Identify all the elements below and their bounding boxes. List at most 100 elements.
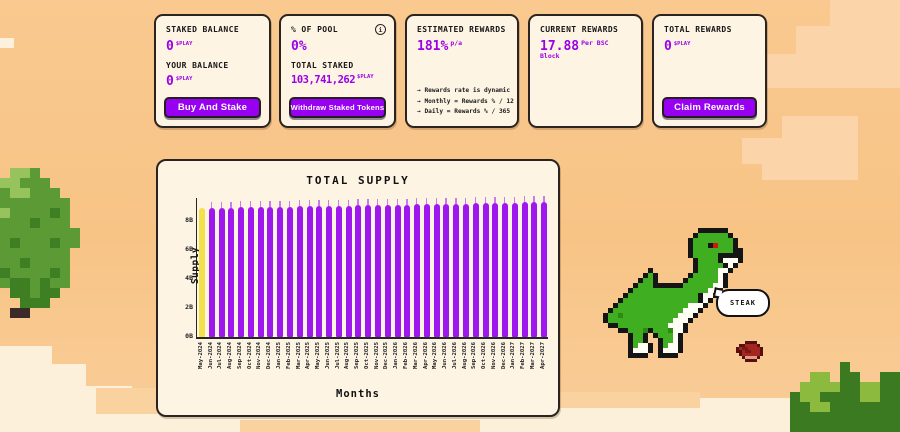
x-axis-tick: Aug-2026 <box>461 342 468 369</box>
supply-bar <box>472 197 479 337</box>
supply-bar <box>423 198 430 337</box>
pool-card: % OF POOL i 0% TOTAL STAKED 103,741,262 $… <box>279 14 396 128</box>
x-axis-tick: May-2024 <box>197 342 204 369</box>
withdraw-staked-tokens-button[interactable]: Withdraw Staked Tokens <box>289 97 386 118</box>
your-balance-label: YOUR BALANCE <box>166 60 229 70</box>
supply-bar <box>306 200 313 337</box>
cloud-right-mid <box>762 164 858 180</box>
info-icon[interactable]: i <box>375 24 386 35</box>
supply-bar <box>257 201 264 337</box>
supply-bar <box>482 197 489 337</box>
pool-label: % OF POOL <box>291 25 338 34</box>
total-staked-value: 103,741,262 $PLAY <box>291 74 374 87</box>
cloud-right-mid <box>742 138 858 164</box>
x-axis-tick-labels: May-2024 Jun-2024 Jul-2024 Aug-2024 Sep-2024… <box>196 342 548 388</box>
x-axis-tick: Dec-2025 <box>383 342 390 369</box>
estimated-rewards-value: 181% p/a <box>417 38 463 54</box>
x-axis-tick: May-2026 <box>432 342 439 369</box>
cloud-top-right <box>830 0 900 26</box>
total-staked-label: TOTAL STAKED <box>291 60 354 70</box>
x-axis-tick: Jun-2025 <box>324 342 331 369</box>
supply-bar <box>267 201 274 337</box>
claim-rewards-button[interactable]: Claim Rewards <box>662 97 757 118</box>
cloud-right-mid <box>782 116 858 138</box>
supply-bar <box>394 198 401 337</box>
supply-bar <box>296 200 303 337</box>
x-axis-tick: May-2025 <box>315 342 322 369</box>
x-axis-tick: Jan-2026 <box>393 342 400 369</box>
per-bsc-block-suffix: Per BSC Block <box>540 38 609 60</box>
cloud-pixel <box>0 38 14 48</box>
supply-bar <box>384 198 391 337</box>
x-axis-tick: Aug-2025 <box>344 342 351 369</box>
x-axis-tick: Dec-2024 <box>266 342 273 369</box>
supply-bar <box>375 199 381 337</box>
y-axis-tick: 6B <box>185 244 193 253</box>
supply-bar <box>247 201 254 337</box>
x-axis-tick: Jul-2025 <box>334 342 341 369</box>
speech-bubble: STEAK <box>716 289 770 317</box>
x-axis-tick: Oct-2024 <box>246 342 253 369</box>
x-axis-tick: Feb-2027 <box>520 342 527 369</box>
x-axis-tick: Jul-2026 <box>451 342 458 369</box>
supply-bar <box>287 200 293 337</box>
supply-bar <box>404 198 411 337</box>
pixel-tree <box>0 168 90 322</box>
x-axis-tick: Oct-2026 <box>481 342 488 369</box>
supply-bar <box>218 201 225 337</box>
x-axis-tick: Feb-2026 <box>402 342 409 369</box>
pixel-bushes <box>790 362 900 432</box>
rewards-notes: → Rewards rate is dynamic → Monthly = Re… <box>417 86 514 117</box>
your-balance-value: 0 $PLAY <box>166 74 193 90</box>
x-axis-tick: Jan-2027 <box>510 342 517 369</box>
supply-bar <box>492 196 499 337</box>
staked-balance-label: STAKED BALANCE <box>166 25 240 34</box>
sand-patch <box>240 420 480 432</box>
cloud-top-right <box>766 54 900 88</box>
x-axis-tick: Nov-2025 <box>373 342 380 369</box>
staked-balance-card: STAKED BALANCE 0 $PLAY YOUR BALANCE 0 $PLA… <box>154 14 271 128</box>
sand-patch <box>96 388 160 414</box>
supply-bar <box>345 199 352 337</box>
chart-title: TOTAL SUPPLY <box>306 174 410 187</box>
x-axis-tick: Oct-2025 <box>363 342 370 369</box>
steak-pixel-art <box>733 341 769 366</box>
supply-bar <box>355 199 362 337</box>
supply-bar <box>541 196 548 337</box>
x-axis-tick: Dec-2026 <box>500 342 507 369</box>
sand-path <box>0 346 52 364</box>
staked-balance-value: 0 $PLAY <box>166 38 193 54</box>
x-axis-tick: Jun-2026 <box>442 342 449 369</box>
supply-plot: Supply 0B 2B 4B 6B 8B <box>185 196 548 340</box>
estimated-rewards-label: ESTIMATED REWARDS <box>417 25 506 34</box>
x-axis-tick: Sep-2026 <box>471 342 478 369</box>
y-axis-tick: 2B <box>185 302 193 311</box>
x-axis-tick: Aug-2024 <box>227 342 234 369</box>
total-rewards-value: 0 $PLAY <box>664 38 691 54</box>
buy-and-stake-button[interactable]: Buy And Stake <box>164 97 261 118</box>
x-axis-label: Months <box>336 388 380 400</box>
supply-bar <box>511 196 518 337</box>
supply-bar <box>531 196 538 337</box>
supply-bar <box>326 199 333 337</box>
trex-pixel-art <box>598 228 758 362</box>
x-axis-tick: Nov-2026 <box>490 342 497 369</box>
current-rewards-value: 17.88 Per BSC Block <box>540 38 609 60</box>
total-supply-chart-card: TOTAL SUPPLY Supply 0B 2B 4B 6B 8B May-2024 J… <box>156 159 560 417</box>
rewards-note: → Daily = Rewards % / 365 <box>417 107 511 115</box>
x-axis-tick: Mar-2026 <box>412 342 419 369</box>
x-axis-tick: Apr-2027 <box>539 342 546 369</box>
x-axis-tick: Jan-2025 <box>276 342 283 369</box>
supply-bar <box>335 199 342 337</box>
x-axis-tick: Apr-2026 <box>422 342 429 369</box>
per-annum-suffix: p/a <box>450 38 463 47</box>
supply-bar <box>238 201 245 337</box>
x-axis-tick: Jun-2024 <box>207 342 214 369</box>
x-axis-tick: Sep-2025 <box>354 342 361 369</box>
supply-bar <box>316 200 323 337</box>
token-symbol: $PLAY <box>175 40 193 47</box>
x-axis-tick: Feb-2025 <box>285 342 292 369</box>
total-rewards-card: TOTAL REWARDS 0 $PLAY Claim Rewards <box>652 14 767 128</box>
total-rewards-label: TOTAL REWARDS <box>664 25 732 34</box>
